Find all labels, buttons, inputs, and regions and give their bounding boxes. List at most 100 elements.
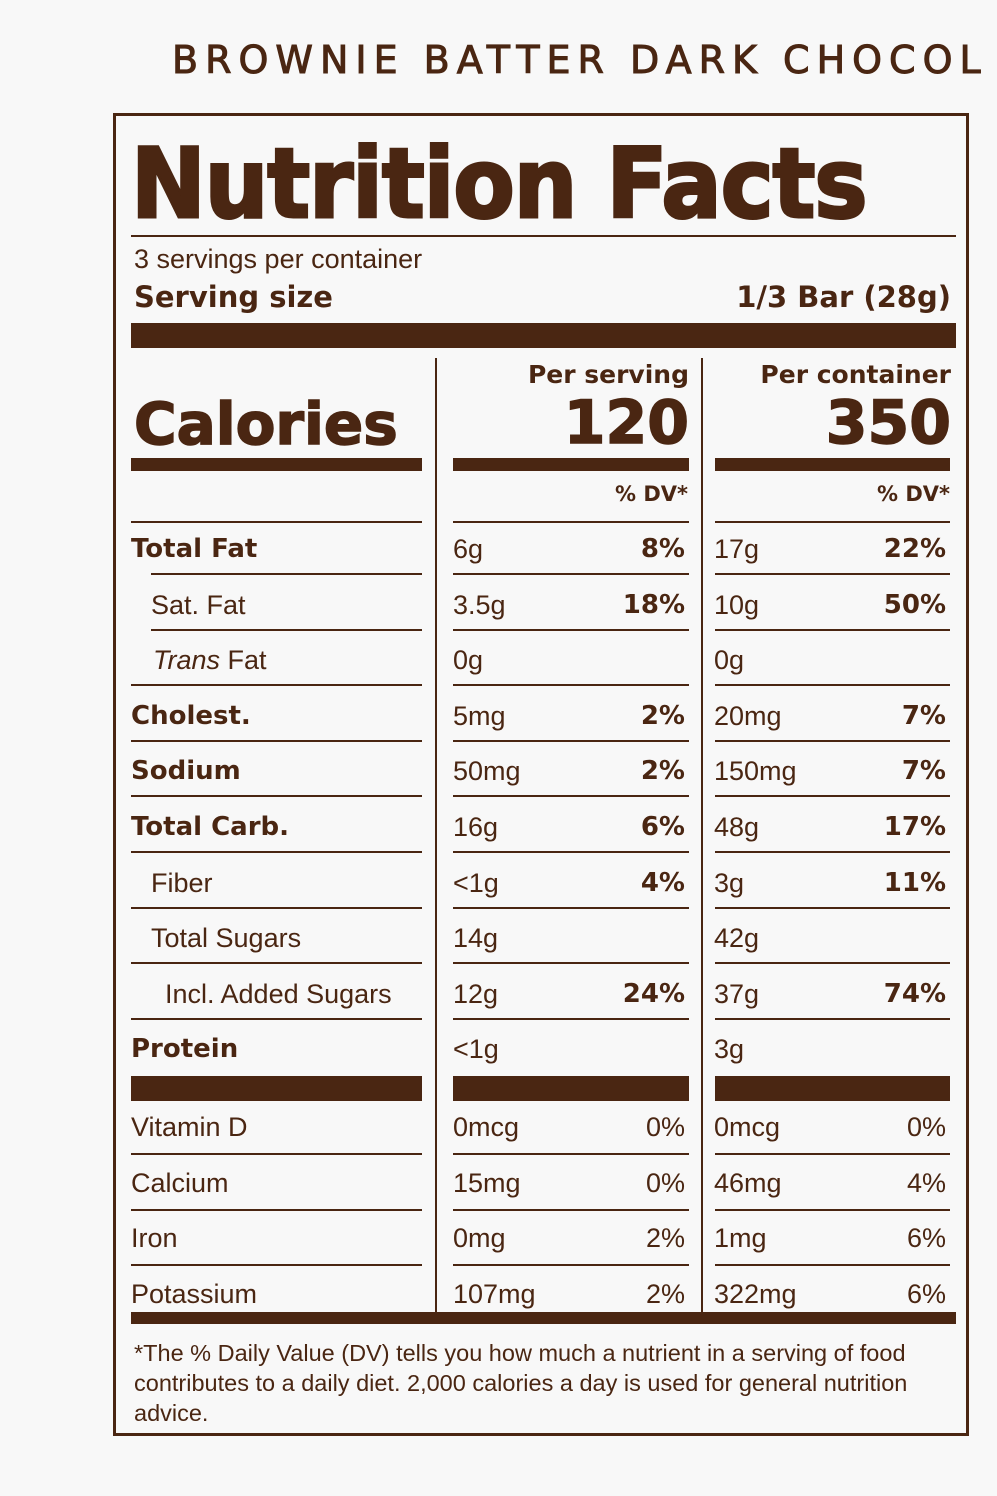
nutrition-label-border xyxy=(113,113,969,1436)
row-divider xyxy=(715,1018,950,1020)
row-divider xyxy=(715,795,950,797)
row-divider xyxy=(151,573,422,575)
container-amount: 0mcg xyxy=(714,1112,781,1142)
serving-amount: 16g xyxy=(453,812,499,842)
row-divider xyxy=(131,1018,422,1020)
row-divider xyxy=(715,851,950,853)
container-amount: 3g xyxy=(714,867,745,898)
calories-per-serving: 120 xyxy=(563,387,690,459)
container-amount: 46mg xyxy=(714,1167,782,1198)
serving-amount: 3.5g xyxy=(453,589,506,620)
row-divider xyxy=(131,851,422,853)
row-divider xyxy=(715,629,950,631)
row-divider xyxy=(453,1209,689,1211)
serving-amount: 107mg xyxy=(453,1278,536,1309)
thick-divider xyxy=(131,323,956,348)
thick-divider xyxy=(131,1312,956,1324)
per-container-header: Per container xyxy=(760,360,951,389)
column-divider xyxy=(435,358,437,1313)
serving-amount: 12g xyxy=(453,978,499,1009)
vitamin-name: Calcium xyxy=(131,1167,229,1198)
row-divider xyxy=(715,962,950,964)
nutrient-name-italic: Trans xyxy=(153,645,221,676)
nutrient-name: Total Carb. xyxy=(131,812,290,842)
row-divider xyxy=(131,1153,422,1155)
vitamin-name: Potassium xyxy=(131,1278,258,1309)
product-title: BROWNIE BATTER DARK CHOCOL xyxy=(172,38,988,83)
divider xyxy=(131,235,956,237)
row-divider xyxy=(131,1264,422,1266)
row-divider xyxy=(131,521,422,523)
serving-amount: 6g xyxy=(453,534,484,564)
thick-divider xyxy=(715,458,950,471)
row-divider xyxy=(131,684,422,686)
container-dv: 7% xyxy=(901,700,946,731)
column-divider xyxy=(701,358,703,1313)
thick-divider xyxy=(715,1076,950,1101)
serving-dv: 2% xyxy=(645,1223,685,1253)
serving-amount: 0mg xyxy=(453,1223,506,1253)
container-dv: 50% xyxy=(883,589,946,620)
container-amount: 20mg xyxy=(714,700,782,731)
serving-dv: 6% xyxy=(640,812,685,842)
container-dv: 22% xyxy=(883,534,946,564)
container-amount: 150mg xyxy=(714,756,797,787)
servings-per-container: 3 servings per container xyxy=(134,244,423,274)
container-dv: 0% xyxy=(906,1112,946,1142)
row-divider xyxy=(453,795,689,797)
row-divider xyxy=(715,1264,950,1266)
container-amount: 10g xyxy=(714,589,760,620)
row-divider xyxy=(453,851,689,853)
serving-amount: 50mg xyxy=(453,756,521,787)
nutrient-name: Total Sugars xyxy=(151,923,302,954)
nutrient-name: Trans Fat xyxy=(153,644,267,676)
nutrient-name: Sodium xyxy=(131,756,241,787)
container-amount: 1mg xyxy=(714,1223,767,1253)
nutrient-name: Sat. Fat xyxy=(151,589,246,620)
row-divider xyxy=(131,907,422,909)
row-divider xyxy=(453,907,689,909)
container-amount: 42g xyxy=(714,923,760,954)
per-serving-header: Per serving xyxy=(527,360,689,389)
serving-amount: <1g xyxy=(453,867,499,898)
dv-header-serving: % DV* xyxy=(614,482,688,506)
serving-amount: 15mg xyxy=(453,1167,521,1198)
row-divider xyxy=(131,795,422,797)
nutrient-name-rest: Fat xyxy=(220,645,267,676)
calories-label: Calories xyxy=(133,389,398,459)
container-dv: 4% xyxy=(906,1167,946,1198)
container-dv: 17% xyxy=(883,812,946,842)
row-divider xyxy=(453,1153,689,1155)
serving-size-label: Serving size xyxy=(134,280,333,314)
footnote: *The % Daily Value (DV) tells you how mu… xyxy=(134,1340,908,1426)
row-divider xyxy=(453,1264,689,1266)
serving-dv: 0% xyxy=(645,1167,685,1198)
thick-divider xyxy=(131,1076,422,1101)
serving-amount: 5mg xyxy=(453,700,506,731)
row-divider xyxy=(131,962,422,964)
row-divider xyxy=(453,629,689,631)
label-title: Nutrition Facts xyxy=(130,127,869,242)
thick-divider xyxy=(453,1076,689,1101)
row-divider xyxy=(151,629,422,631)
nutrient-name: Cholest. xyxy=(131,700,251,731)
serving-amount: 14g xyxy=(453,923,499,954)
row-divider xyxy=(453,1018,689,1020)
container-amount: 0g xyxy=(714,645,745,676)
vitamin-name: Vitamin D xyxy=(131,1112,248,1142)
container-amount: 17g xyxy=(714,534,760,564)
serving-dv: 2% xyxy=(645,1278,685,1309)
thick-divider xyxy=(131,458,422,471)
row-divider xyxy=(715,1153,950,1155)
container-dv: 74% xyxy=(883,978,946,1009)
row-divider xyxy=(715,684,950,686)
container-amount: 3g xyxy=(714,1034,745,1065)
dv-header-container: % DV* xyxy=(876,482,950,506)
row-divider xyxy=(453,684,689,686)
serving-size-value: 1/3 Bar (28g) xyxy=(736,280,951,314)
row-divider xyxy=(715,521,950,523)
container-amount: 322mg xyxy=(714,1278,797,1309)
row-divider xyxy=(131,740,422,742)
row-divider xyxy=(715,573,950,575)
container-dv: 6% xyxy=(906,1223,946,1253)
